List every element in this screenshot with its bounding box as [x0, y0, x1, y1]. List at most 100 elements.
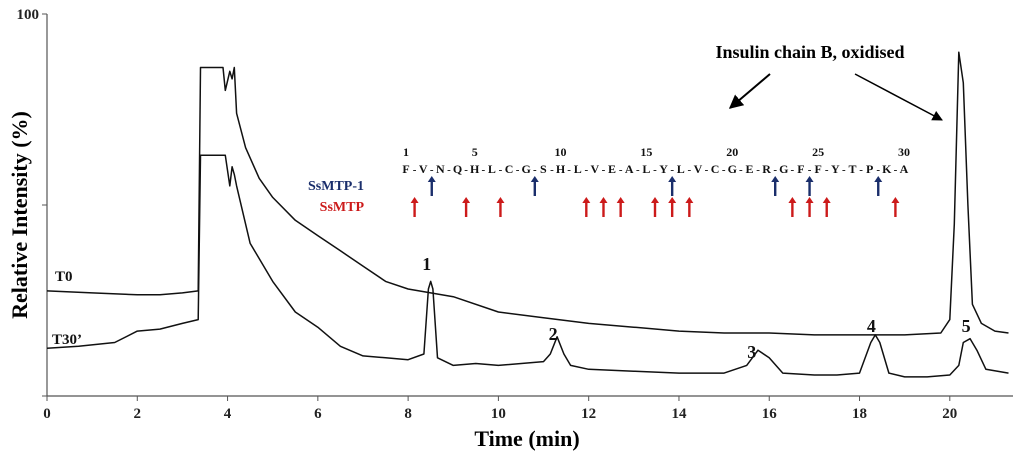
sequence-dash: -: [584, 164, 588, 176]
x-tick-label: 12: [581, 406, 596, 422]
sequence-dash: -: [670, 164, 674, 176]
sequence-residue: Y: [659, 162, 668, 176]
sequence-dash: -: [481, 164, 485, 176]
sequence-residue: G: [779, 162, 788, 176]
sequence-dash: -: [688, 164, 692, 176]
sequence-dash: -: [413, 164, 417, 176]
sequence-number: 10: [555, 145, 567, 159]
sequence-residue: R: [762, 162, 771, 176]
sequence-residue: A: [900, 162, 909, 176]
sequence-residue: L: [574, 162, 582, 176]
sequence-dash: -: [636, 164, 640, 176]
cleavage-arrowhead-ssmtp-1: [668, 176, 677, 182]
sequence-dash: -: [859, 164, 863, 176]
sequence-residue: E: [745, 162, 753, 176]
cleavage-arrowhead-ssmtp: [496, 197, 505, 203]
sequence-dash: -: [550, 164, 554, 176]
y-tick-label: 100: [17, 7, 40, 23]
sequence-dash: -: [773, 164, 777, 176]
sequence-residue: A: [625, 162, 634, 176]
sequence-residue: F: [402, 162, 409, 176]
sequence-number: 25: [812, 145, 824, 159]
sequence-dash: -: [791, 164, 795, 176]
sequence-dash: -: [808, 164, 812, 176]
enzyme-label-ssmtp: SsMTP: [320, 200, 365, 215]
cleavage-arrowhead-ssmtp: [891, 197, 900, 203]
sequence-dash: -: [842, 164, 846, 176]
sequence-dash: -: [756, 164, 760, 176]
sequence-residue: C: [711, 162, 720, 176]
peak-label: 3: [747, 342, 756, 362]
x-tick-label: 6: [314, 406, 322, 422]
cleavage-arrowhead-ssmtp: [685, 197, 694, 203]
sequence-residue: L: [488, 162, 496, 176]
sequence-dash: -: [653, 164, 657, 176]
sequence-residue: Y: [831, 162, 840, 176]
annotation-arrow-right: [854, 73, 943, 121]
cleavage-arrowhead-ssmtp: [668, 197, 677, 203]
sequence-number: 15: [640, 145, 652, 159]
cleavage-arrowhead-ssmtp: [582, 197, 591, 203]
peak-label: 4: [867, 316, 876, 336]
series-line-t0: [46, 51, 1009, 336]
cleavage-arrowhead-ssmtp: [651, 197, 659, 203]
sequence-residue: V: [694, 162, 703, 176]
chart-labels: T0 T30’ 1 2 3 4 5: [52, 254, 971, 362]
sequence-residue: H: [556, 162, 566, 176]
x-tick-label: 14: [671, 406, 687, 422]
sequence-dash: -: [516, 164, 520, 176]
peak-label: 2: [549, 324, 558, 344]
sequence-dash: -: [722, 164, 726, 176]
x-tick-label: 4: [224, 406, 232, 422]
peak-label: 5: [962, 316, 971, 336]
sequence-residue: G: [522, 162, 531, 176]
series-line-t30: [46, 154, 1009, 378]
cleavage-arrowhead-ssmtp: [410, 197, 419, 203]
sequence-number: 5: [472, 145, 478, 159]
x-tick-label: 10: [491, 406, 506, 422]
sequence-number: 20: [726, 145, 738, 159]
sequence-annotation: F-V-N-Q-H-L-C-G-S-H-L-V-E-A-L-Y-L-V-C-G-…: [308, 73, 943, 217]
sequence-residue: F: [814, 162, 821, 176]
sequence-dash: -: [619, 164, 623, 176]
cleavage-arrowhead-ssmtp-1: [427, 176, 436, 182]
sequence-residue: P: [866, 162, 873, 176]
cleavage-arrowhead-ssmtp-1: [874, 176, 883, 182]
x-tick-label: 16: [762, 406, 778, 422]
cleavage-arrowhead-ssmtp: [788, 197, 797, 203]
sequence-residue: F: [797, 162, 804, 176]
cleavage-arrowhead-ssmtp: [462, 197, 471, 203]
sequence-dash: -: [739, 164, 743, 176]
annotation-arrow-left: [728, 73, 771, 109]
sequence-residue: E: [608, 162, 616, 176]
sequence-dash: -: [602, 164, 606, 176]
x-tick-label: 8: [404, 406, 412, 422]
sequence-residue: G: [728, 162, 737, 176]
enzyme-label-ssmtp-1: SsMTP-1: [308, 179, 364, 194]
cleavage-arrowhead-ssmtp-1: [805, 176, 814, 182]
cleavage-arrowhead-ssmtp: [599, 197, 608, 203]
sequence-dash: -: [705, 164, 709, 176]
series-label-t0: T0: [55, 269, 73, 285]
sequence-residue: H: [470, 162, 480, 176]
sequence-residue: V: [591, 162, 600, 176]
sequence-residue: K: [882, 162, 892, 176]
cleavage-arrowhead-ssmtp: [805, 197, 814, 203]
sequence-residue: L: [677, 162, 685, 176]
x-tick-label: 20: [942, 406, 957, 422]
sequence-dash: -: [464, 164, 468, 176]
sequence-dash: -: [430, 164, 434, 176]
series-label-t30: T30’: [52, 332, 82, 348]
sequence-residue: Q: [453, 162, 462, 176]
x-tick-label: 18: [852, 406, 867, 422]
sequence-dash: -: [533, 164, 537, 176]
sequence-number: 1: [403, 145, 409, 159]
sequence-dash: -: [894, 164, 898, 176]
y-axis-label: Relative Intensity (%): [7, 111, 32, 319]
x-axis-label: Time (min): [474, 426, 579, 451]
peak-label: 1: [422, 254, 431, 274]
sequence-residue: S: [540, 162, 547, 176]
sequence-residue: L: [642, 162, 650, 176]
